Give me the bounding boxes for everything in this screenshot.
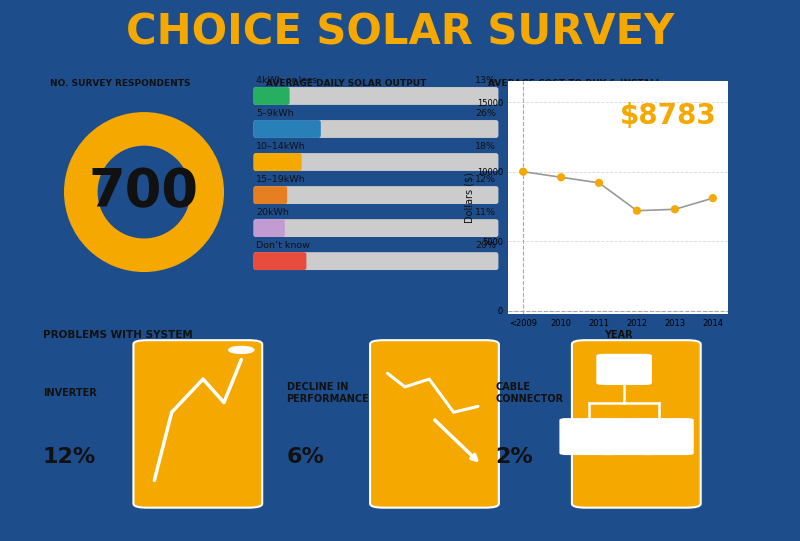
- Text: DECLINE IN
PERFORMANCE: DECLINE IN PERFORMANCE: [286, 382, 370, 404]
- Text: AVERAGE DAILY SOLAR OUTPUT: AVERAGE DAILY SOLAR OUTPUT: [266, 78, 426, 88]
- Point: [593, 179, 606, 187]
- Text: 5–9kWh: 5–9kWh: [256, 109, 294, 118]
- Text: 26%: 26%: [475, 109, 496, 118]
- Text: INVERTER: INVERTER: [43, 388, 97, 398]
- FancyBboxPatch shape: [254, 252, 306, 270]
- Text: 12%: 12%: [475, 175, 496, 184]
- Text: 700: 700: [89, 166, 199, 218]
- Point: [554, 173, 567, 182]
- Text: NO. SURVEY RESPONDENTS: NO. SURVEY RESPONDENTS: [50, 78, 190, 88]
- FancyBboxPatch shape: [254, 120, 498, 138]
- FancyBboxPatch shape: [254, 219, 498, 237]
- FancyBboxPatch shape: [254, 186, 498, 204]
- Text: PROBLEMS WITH SYSTEM: PROBLEMS WITH SYSTEM: [43, 331, 193, 340]
- FancyBboxPatch shape: [370, 340, 499, 507]
- FancyBboxPatch shape: [254, 153, 498, 171]
- X-axis label: YEAR: YEAR: [604, 331, 632, 340]
- FancyBboxPatch shape: [638, 418, 694, 455]
- Y-axis label: Dollars ($): Dollars ($): [464, 172, 474, 223]
- FancyBboxPatch shape: [598, 418, 658, 455]
- Legend: Average cost: Average cost: [574, 374, 662, 391]
- FancyBboxPatch shape: [254, 153, 302, 171]
- FancyBboxPatch shape: [572, 340, 701, 507]
- Text: 20%: 20%: [475, 241, 496, 250]
- Text: CHOICE SOLAR SURVEY: CHOICE SOLAR SURVEY: [126, 11, 674, 54]
- Text: 12%: 12%: [43, 447, 96, 467]
- Text: AVERAGE COST TO BUY & INSTALL: AVERAGE COST TO BUY & INSTALL: [488, 78, 662, 88]
- Wedge shape: [64, 112, 224, 272]
- Point: [669, 205, 682, 214]
- Text: 10–14kWh: 10–14kWh: [256, 142, 306, 151]
- Text: 4kWh or less: 4kWh or less: [256, 76, 317, 85]
- Circle shape: [229, 346, 254, 353]
- FancyBboxPatch shape: [254, 120, 321, 138]
- Text: 13%: 13%: [475, 76, 496, 85]
- Text: CABLE
CONNECTOR: CABLE CONNECTOR: [495, 382, 563, 404]
- FancyBboxPatch shape: [254, 219, 285, 237]
- Text: 18%: 18%: [475, 142, 496, 151]
- FancyBboxPatch shape: [134, 340, 262, 507]
- Text: $8783: $8783: [620, 102, 717, 130]
- Text: 20kWh: 20kWh: [256, 208, 289, 217]
- Point: [517, 167, 530, 176]
- Text: 15–19kWh: 15–19kWh: [256, 175, 306, 184]
- Text: 2%: 2%: [495, 447, 533, 467]
- Text: 11%: 11%: [475, 208, 496, 217]
- FancyBboxPatch shape: [254, 87, 290, 105]
- FancyBboxPatch shape: [254, 186, 287, 204]
- Text: 6%: 6%: [286, 447, 325, 467]
- FancyBboxPatch shape: [559, 418, 618, 455]
- Text: Don’t know: Don’t know: [256, 241, 310, 250]
- Point: [630, 206, 643, 215]
- Point: [706, 194, 719, 202]
- FancyBboxPatch shape: [254, 87, 498, 105]
- FancyBboxPatch shape: [596, 354, 652, 385]
- FancyBboxPatch shape: [254, 252, 498, 270]
